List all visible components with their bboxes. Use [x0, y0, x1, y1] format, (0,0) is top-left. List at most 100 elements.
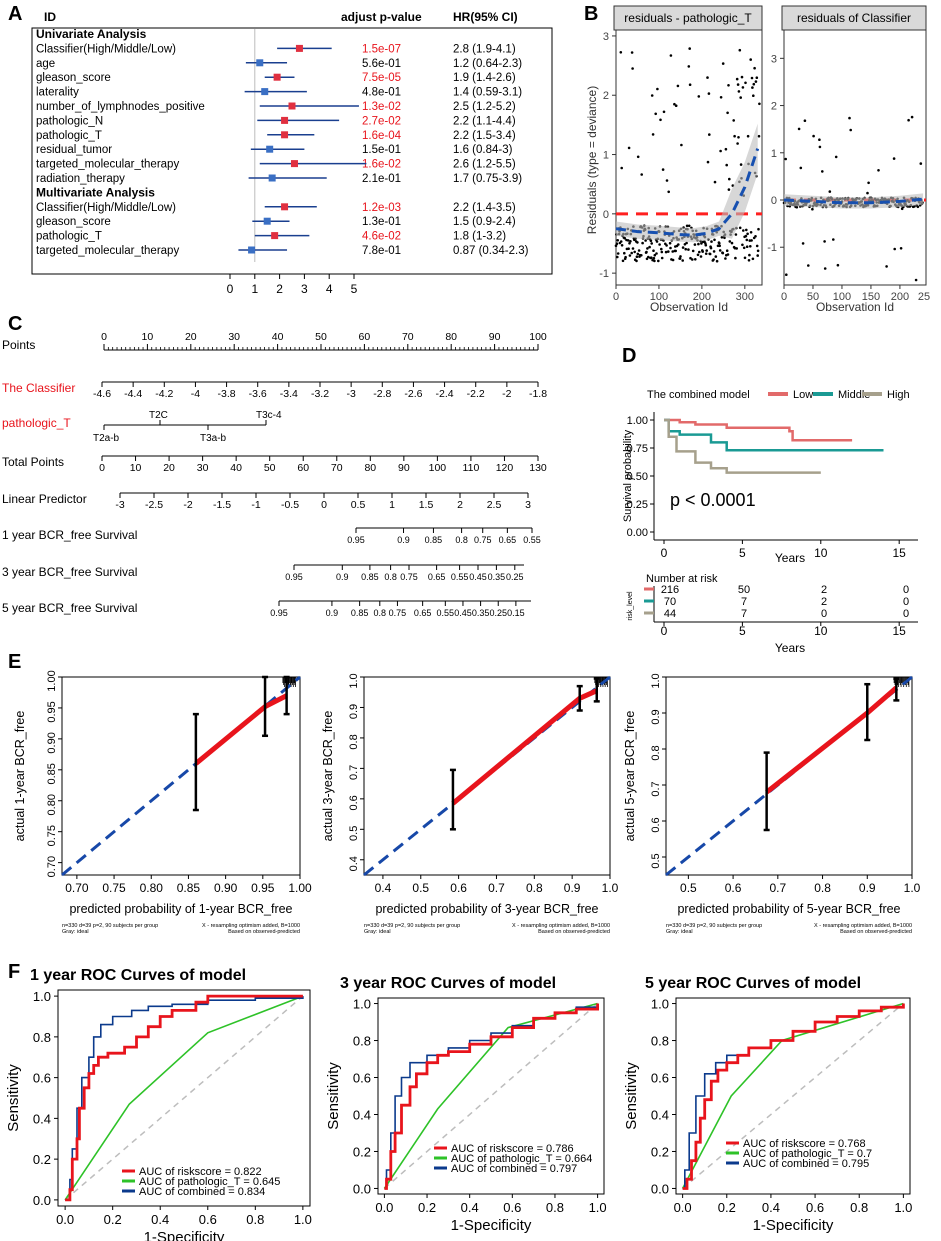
panel-label-b: B	[584, 3, 598, 25]
residual-strip	[613, 5, 763, 31]
residual-point	[914, 278, 918, 282]
residual-point	[631, 67, 634, 70]
roc-x-label: 1-Specificity	[451, 1217, 532, 1234]
nomogram-tick-label: 20	[163, 462, 175, 474]
nomogram-tick-label: -4.6	[93, 388, 111, 400]
residual-trend-band	[616, 123, 758, 243]
roc-curve-pathologic-t	[681, 1002, 904, 1189]
residual-point	[811, 207, 814, 211]
forest-row-pvalue: 5.6e-01	[362, 58, 401, 70]
forest-section-label: Multivariate Analysis	[36, 185, 155, 199]
nomogram-tick-label: 50	[264, 462, 276, 474]
forest-section-label: Univariate Analysis	[36, 27, 147, 41]
roc-x-tick-label: 1.0	[589, 1200, 607, 1215]
residual-point	[660, 247, 663, 251]
forest-row-pvalue: 1.5e-07	[362, 43, 401, 55]
nomogram-tick-label: -3	[115, 499, 124, 511]
calibration-y-tick-label: 0.75	[46, 825, 58, 846]
residual-x-tick-label: 0	[781, 291, 787, 303]
residual-point	[784, 157, 787, 161]
residual-point	[620, 166, 623, 170]
residual-point	[751, 86, 754, 89]
calibration-x-tick-label: 0.75	[102, 881, 126, 895]
calibration-y-tick-label: 0.5	[348, 826, 360, 841]
km-risk-value: 50	[738, 584, 750, 596]
calibration-observed-line	[194, 693, 288, 766]
calibration-y-tick-label: 0.7	[650, 781, 662, 796]
residual-point	[678, 257, 682, 260]
calibration-y-tick-label: 0.8	[650, 745, 662, 760]
calibration-x-label: predicted probability of 5-year BCR_free	[677, 902, 900, 916]
calibration-y-tick-label: 0.95	[46, 701, 58, 722]
residual-point	[734, 256, 737, 260]
nomogram-row-label: 3 year BCR_free Survival	[2, 565, 137, 579]
residual-point	[681, 259, 684, 262]
roc-curve-pathologic-t	[383, 1002, 598, 1189]
residual-point	[740, 75, 744, 79]
residual-x-tick-label: 200	[891, 291, 909, 303]
residual-point	[635, 255, 639, 258]
roc-curve-riskscore	[65, 994, 303, 1202]
nomogram-tick-label: -2	[502, 388, 511, 400]
residual-point	[658, 243, 661, 246]
nomogram-tick-label: -2.4	[436, 388, 454, 400]
residual-point	[742, 229, 745, 232]
km-legend-title: The combined model	[647, 389, 750, 401]
km-risk-value: 2	[821, 584, 827, 596]
roc-x-tick-label: 1.0	[894, 1200, 912, 1215]
residual-point	[650, 256, 653, 260]
nomogram-tick-label: 70	[402, 331, 414, 343]
residual-point	[705, 249, 708, 252]
forest-point-estimate	[248, 246, 256, 254]
forest-row-pvalue: 4.6e-02	[362, 231, 401, 243]
nomogram-tick-label: 50	[315, 331, 327, 343]
roc-x-tick-label: 0.0	[56, 1212, 74, 1227]
calibration-footnote-right: X - resampling optimism added, B=1000	[512, 923, 610, 929]
residual-point	[689, 256, 692, 260]
residual-point	[738, 48, 742, 52]
nomogram-tick-label: 30	[197, 462, 209, 474]
residual-point	[746, 134, 750, 138]
residual-point	[741, 243, 744, 247]
residual-point	[754, 235, 757, 238]
roc-y-label: Sensitivity	[5, 1064, 22, 1132]
forest-row-label: Classifier(High/Middle/Low)	[36, 202, 176, 214]
calibration-footnote-left: n=330 d=39 p=2, 90 subjects per group	[62, 923, 158, 929]
nomogram-tick-label: 2.5	[487, 499, 502, 511]
roc-panel-1: 1 year ROC Curves of model 0.0 0.2 0.4 0.6 0.…	[5, 967, 312, 1241]
calibration-y-tick-label: 0.9	[348, 704, 360, 719]
residual-point	[735, 247, 738, 250]
calibration-x-tick-label: 0.8	[814, 881, 831, 895]
roc-x-tick-label: 0.8	[850, 1200, 868, 1215]
forest-row-hr: 1.2 (0.64-2.3)	[453, 58, 522, 70]
nomogram-tick-label: 3	[525, 499, 531, 511]
calibration-x-tick-label: 0.80	[140, 881, 164, 895]
calibration-footnote-right2: Based on observed-predicted	[840, 929, 912, 935]
residual-point	[647, 255, 650, 259]
residual-point	[818, 145, 822, 149]
roc-legend-label: AUC of riskscore = 0.822	[139, 1166, 262, 1178]
nomogram-tick-label: -2	[183, 499, 192, 511]
roc-y-tick-label: 0.6	[353, 1071, 371, 1086]
nomogram-tick-label: 0	[321, 499, 327, 511]
residual-point	[627, 146, 631, 150]
forest-row-hr: 1.6 (0.84-3)	[453, 144, 513, 156]
calibration-footnote-left: n=330 d=39 p=2, 90 subjects per group	[364, 923, 460, 929]
km-risk-value: 7	[741, 596, 747, 608]
panel-label-d: D	[622, 345, 636, 367]
forest-row-hr: 0.87 (0.34-2.3)	[453, 245, 529, 257]
km-risk-value: 44	[664, 608, 676, 620]
calibration-x-tick-label: 0.6	[450, 881, 467, 895]
forest-point-estimate	[271, 232, 279, 240]
calibration-y-tick-label: 0.6	[650, 817, 662, 832]
residual-x-label: Observation Id	[650, 300, 728, 314]
nomogram-tick-label: 0.9	[397, 535, 410, 545]
nomogram-tick-label: 0.35	[472, 608, 490, 618]
roc-diagonal	[383, 1002, 599, 1190]
residual-point	[807, 264, 810, 267]
roc-x-label: 1-Specificity	[753, 1217, 834, 1234]
calibration-footnote-left2: Gray: ideal	[364, 929, 391, 935]
residual-point	[673, 102, 676, 106]
residual-point	[733, 134, 736, 138]
